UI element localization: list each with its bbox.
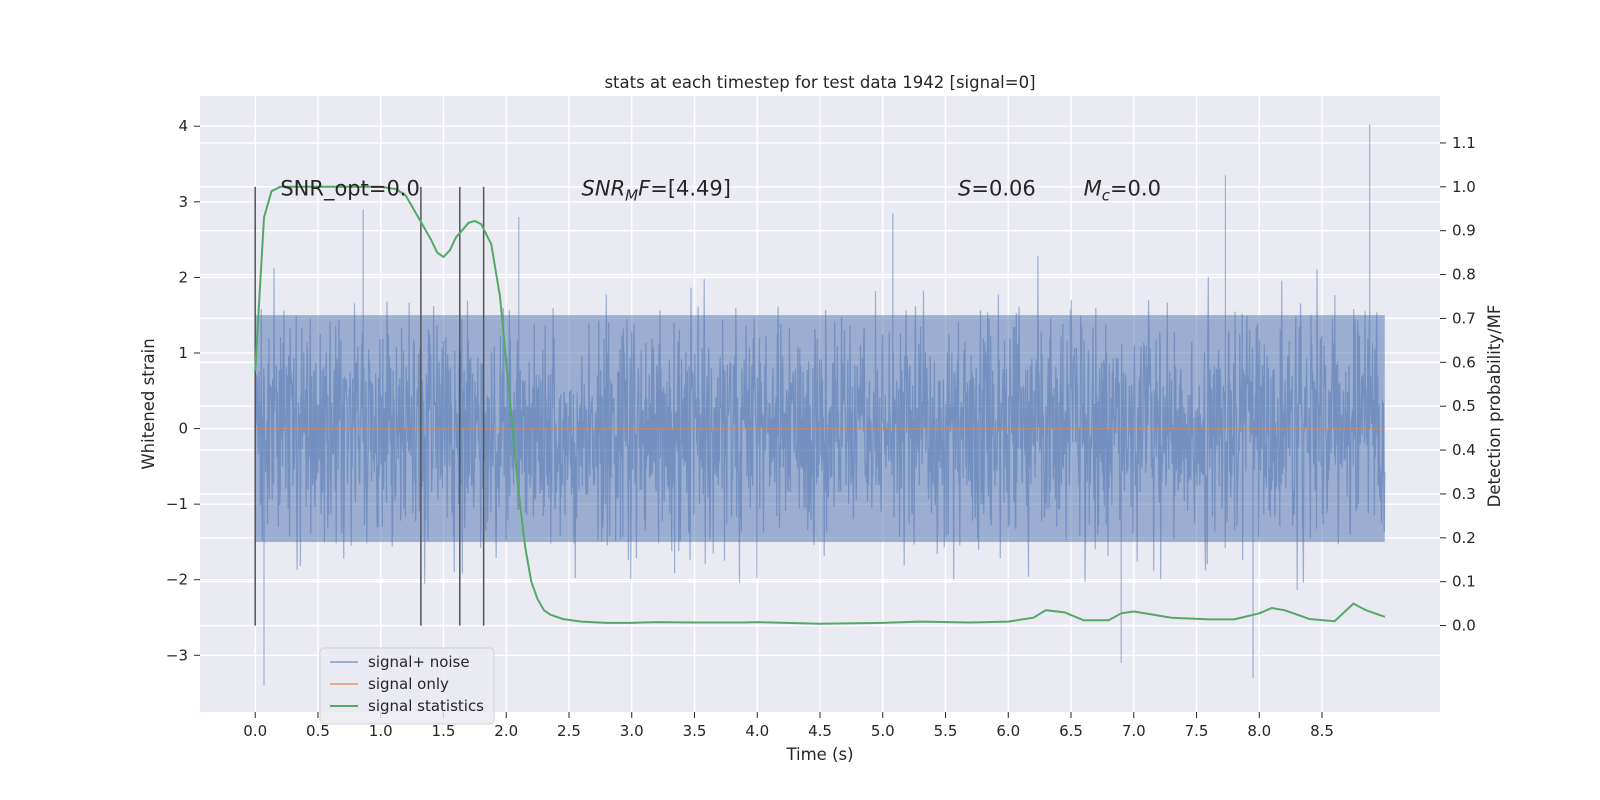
x-tick-label: 6.0	[996, 722, 1020, 740]
vertical-markers	[254, 186, 485, 626]
annotation-snr-mf-value: =[4.49]	[650, 177, 731, 201]
y-tick-label: 3	[178, 193, 188, 211]
y-right-tick-label: 0.9	[1452, 222, 1476, 240]
y-right-tick-label: 1.0	[1452, 178, 1476, 196]
x-tick-label: 1.5	[432, 722, 456, 740]
x-tick-label: 8.0	[1247, 722, 1271, 740]
annotation-mc-value: =0.0	[1110, 177, 1161, 201]
annotation-snr-mf-sub: M	[625, 187, 638, 205]
x-tick-label: 4.0	[745, 722, 769, 740]
legend-label-signal-noise: signal+ noise	[368, 653, 470, 671]
x-tick-label: 4.5	[808, 722, 832, 740]
annotation-mc: Mc=0.0	[1084, 177, 1161, 205]
y-right-tick-label: 0.7	[1452, 309, 1476, 327]
x-tick-label: 3.0	[620, 722, 644, 740]
y-right-tick-label: 0.2	[1452, 529, 1476, 547]
y-axis-right-label: Detection probability/MF	[1485, 305, 1504, 508]
y-right-tick-label: 0.5	[1452, 397, 1476, 415]
x-tick-label: 3.5	[683, 722, 707, 740]
annotation-mc-sub: c	[1102, 187, 1111, 205]
ticks: 0.0 0.5 1.0 1.5 2.0 2.5 3.0 3.5 4.0 4.5 5.0 5.5 6.0 6…	[166, 117, 1476, 740]
annotation-s: S=0.06	[958, 177, 1036, 201]
x-tick-label: 7.0	[1122, 722, 1146, 740]
x-tick-label: 5.0	[871, 722, 895, 740]
annotation-snr-mf-f: F	[638, 177, 651, 201]
y-right-tick-label: 0.0	[1452, 617, 1476, 635]
y-right-tick-label: 0.8	[1452, 266, 1476, 284]
y-tick-label: 0	[178, 420, 188, 438]
series-signal-statistics	[254, 185, 1386, 625]
y-right-tick-label: 0.6	[1452, 353, 1476, 371]
annotation-snr-opt: SNR_opt=0.0	[280, 177, 420, 202]
y-tick-label: 4	[178, 117, 188, 135]
y-tick-label: −3	[166, 646, 188, 664]
annotation-s-value: =0.06	[971, 177, 1035, 201]
chart-title: stats at each timestep for test data 194…	[604, 73, 1035, 92]
legend-label-signal-statistics: signal statistics	[368, 697, 484, 715]
legend-box	[319, 647, 495, 725]
x-tick-label: 8.5	[1310, 722, 1334, 740]
noise-trace	[254, 124, 1386, 686]
x-tick-label: 2.5	[557, 722, 581, 740]
x-tick-label: 2.0	[494, 722, 518, 740]
y-right-tick-label: 0.4	[1452, 441, 1476, 459]
y-right-tick-label: 0.3	[1452, 485, 1476, 503]
y-right-tick-label: 0.1	[1452, 573, 1476, 591]
annotation-snr-mf-snr: SNR	[582, 177, 626, 201]
annotations: SNR_opt=0.0 SNRMF=[4.49] S=0.06 Mc=0.0	[280, 177, 1161, 205]
x-tick-label: 5.5	[934, 722, 958, 740]
legend: signal+ noise signal only signal statist…	[319, 647, 495, 725]
annotation-snr-mf: SNRMF=[4.49]	[582, 177, 731, 205]
y-tick-label: −2	[166, 571, 188, 589]
y-tick-label: 1	[178, 344, 188, 362]
x-tick-label: 0.0	[243, 722, 267, 740]
y-right-tick-label: 1.1	[1452, 134, 1476, 152]
signal-statistics-line	[254, 185, 1386, 625]
x-tick-label: 6.5	[1059, 722, 1083, 740]
y-tick-label: 2	[178, 268, 188, 286]
y-axis-label: Whitened strain	[139, 338, 158, 469]
legend-label-signal-only: signal only	[368, 675, 449, 693]
x-tick-label: 7.5	[1185, 722, 1209, 740]
y-tick-label: −1	[166, 495, 188, 513]
x-tick-label: 1.0	[369, 722, 393, 740]
annotation-mc-symbol: M	[1084, 177, 1102, 201]
x-tick-label: 0.5	[306, 722, 330, 740]
annotation-s-symbol: S	[958, 177, 971, 201]
x-axis-label: Time (s)	[785, 745, 853, 764]
